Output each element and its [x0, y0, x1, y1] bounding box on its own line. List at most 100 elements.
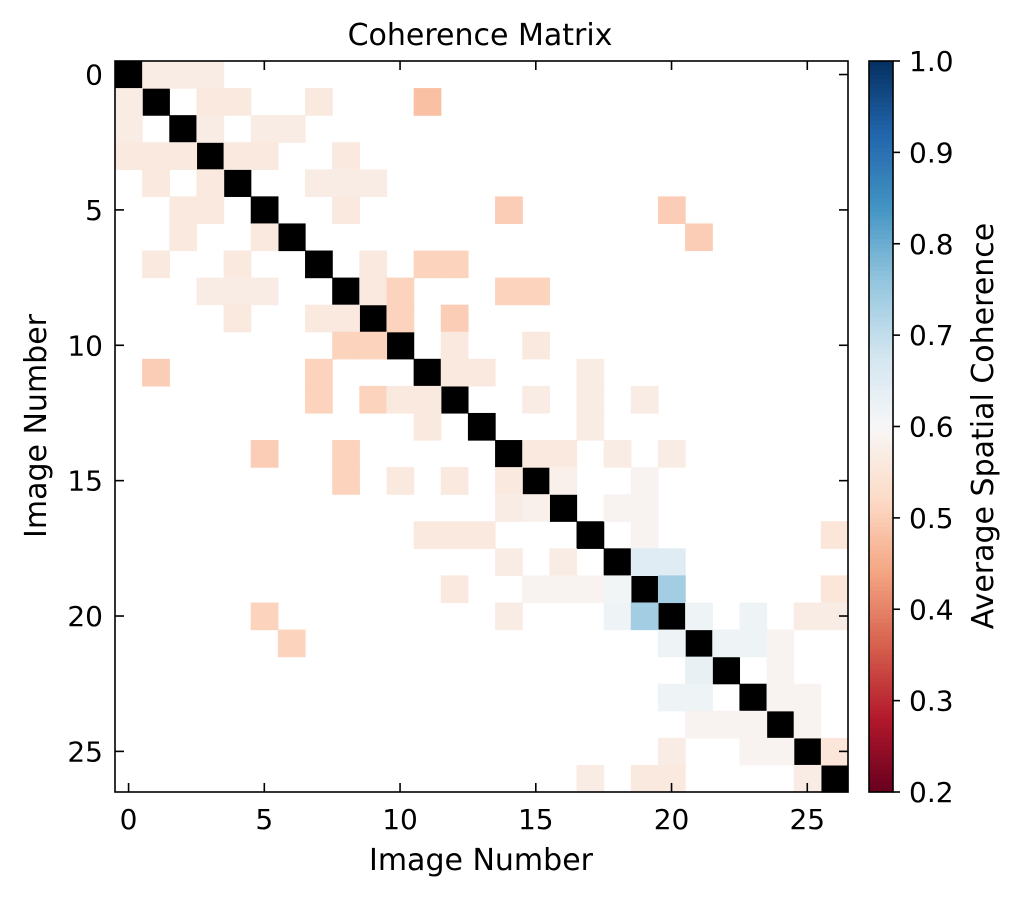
heatmap-cell [495, 494, 523, 522]
heatmap-cell [766, 683, 795, 712]
heatmap-cell [467, 521, 496, 549]
x-tick-label: 25 [789, 803, 825, 836]
colorbar-segment [869, 554, 893, 560]
diagonal-cell [522, 467, 550, 495]
heatmap-cell [522, 440, 550, 468]
colorbar-segment [869, 472, 893, 478]
colorbar-segment [869, 321, 893, 327]
colorbar-segment [869, 412, 893, 418]
colorbar-segment [869, 70, 893, 76]
colorbar-segment [869, 723, 893, 729]
colorbar-segment [869, 61, 893, 67]
heatmap-cell [359, 169, 388, 197]
colorbar-segment [869, 750, 893, 757]
colorbar-segment [869, 728, 893, 734]
colorbar-segment [869, 709, 893, 715]
diagonal-cell [685, 629, 713, 658]
diagonal-cell [305, 250, 333, 279]
colorbar-segment [869, 577, 893, 583]
colorbar-segment [869, 531, 893, 537]
heatmap-cell [495, 548, 523, 576]
colorbar-segment [869, 138, 893, 144]
colorbar-segment [869, 344, 893, 350]
colorbar-segment [869, 262, 893, 268]
heatmap-cell [440, 467, 469, 495]
colorbar-segment [869, 124, 893, 131]
colorbar-segment [869, 600, 893, 606]
heatmap-cell [332, 467, 360, 495]
colorbar-segment [869, 394, 893, 400]
colorbar-segment [869, 74, 893, 80]
heatmap-cell [793, 710, 822, 739]
colorbar-segment [869, 184, 893, 190]
colorbar-segment [869, 490, 893, 496]
colorbar-segment [869, 294, 893, 300]
colorbar-segment [869, 316, 893, 323]
colorbar-segment [869, 467, 893, 473]
colorbar-segment [869, 92, 893, 99]
heatmap-cell [250, 115, 279, 143]
diagonal-cell [169, 115, 198, 143]
colorbar-segment [869, 88, 893, 94]
heatmap-cell [549, 440, 578, 468]
heatmap-cell [169, 223, 198, 252]
colorbar-segment [869, 527, 893, 533]
diagonal-cell [495, 440, 523, 468]
heatmap-cell [440, 358, 469, 387]
diagonal-cell [657, 602, 686, 631]
colorbar-segment [869, 508, 893, 514]
colorbar-segment [869, 266, 893, 272]
colorbar-segment [869, 335, 893, 341]
colorbar-segment [869, 778, 893, 784]
colorbar-segment [869, 65, 893, 71]
heatmap-cell [522, 331, 550, 360]
colorbar-segment [869, 193, 893, 199]
heatmap-cell [440, 521, 469, 549]
diagonal-cell [142, 88, 170, 116]
heatmap-cell [413, 88, 442, 116]
colorbar-segment [869, 773, 893, 779]
colorbar-segment [869, 485, 893, 492]
colorbar-segment [869, 271, 893, 277]
heatmap-cell [196, 277, 225, 306]
diagonal-cell [766, 710, 795, 739]
colorbar-segment [869, 604, 893, 610]
heatmap-cell [359, 250, 388, 279]
colorbar-segment [869, 367, 893, 373]
colorbar-segment [869, 568, 893, 574]
diagonal-cell [413, 358, 442, 387]
colorbar-segment [869, 700, 893, 706]
colorbar-segment [869, 495, 893, 501]
y-tick-label: 15 [67, 465, 103, 498]
x-tick-label: 20 [654, 803, 690, 836]
colorbar-segment [869, 298, 893, 304]
colorbar-segment [869, 609, 893, 615]
heatmap-cell [495, 467, 523, 495]
colorbar-segment [869, 399, 893, 405]
colorbar-segment [869, 517, 893, 524]
heatmap-cell [549, 575, 578, 604]
colorbar-segment [869, 440, 893, 446]
heatmap-cell [576, 764, 605, 793]
axes: 0 5 10 15 20 25 0 5 10 15 20 25 [67, 59, 848, 836]
colorbar-segment [869, 330, 893, 336]
diagonal-cell [576, 521, 605, 549]
colorbar-segment [869, 325, 893, 332]
colorbar-segment [869, 280, 893, 286]
colorbar-segment [869, 389, 893, 396]
colorbar-segment [869, 357, 893, 364]
heatmap-cell [739, 710, 768, 739]
heatmap-cell [115, 115, 143, 143]
heatmap-cell [386, 277, 415, 306]
colorbar-segment [869, 782, 893, 789]
heatmap-cell [522, 575, 550, 604]
heatmap-cell [223, 250, 252, 279]
x-tick-label: 0 [120, 803, 138, 836]
heatmap-cell [332, 142, 360, 170]
heatmap-cell [386, 385, 415, 414]
colorbar-segment [869, 632, 893, 638]
colorbar-segment [869, 143, 893, 149]
heatmap-cell [305, 304, 333, 333]
heatmap-cell [576, 385, 605, 414]
heatmap-cell [305, 169, 333, 197]
